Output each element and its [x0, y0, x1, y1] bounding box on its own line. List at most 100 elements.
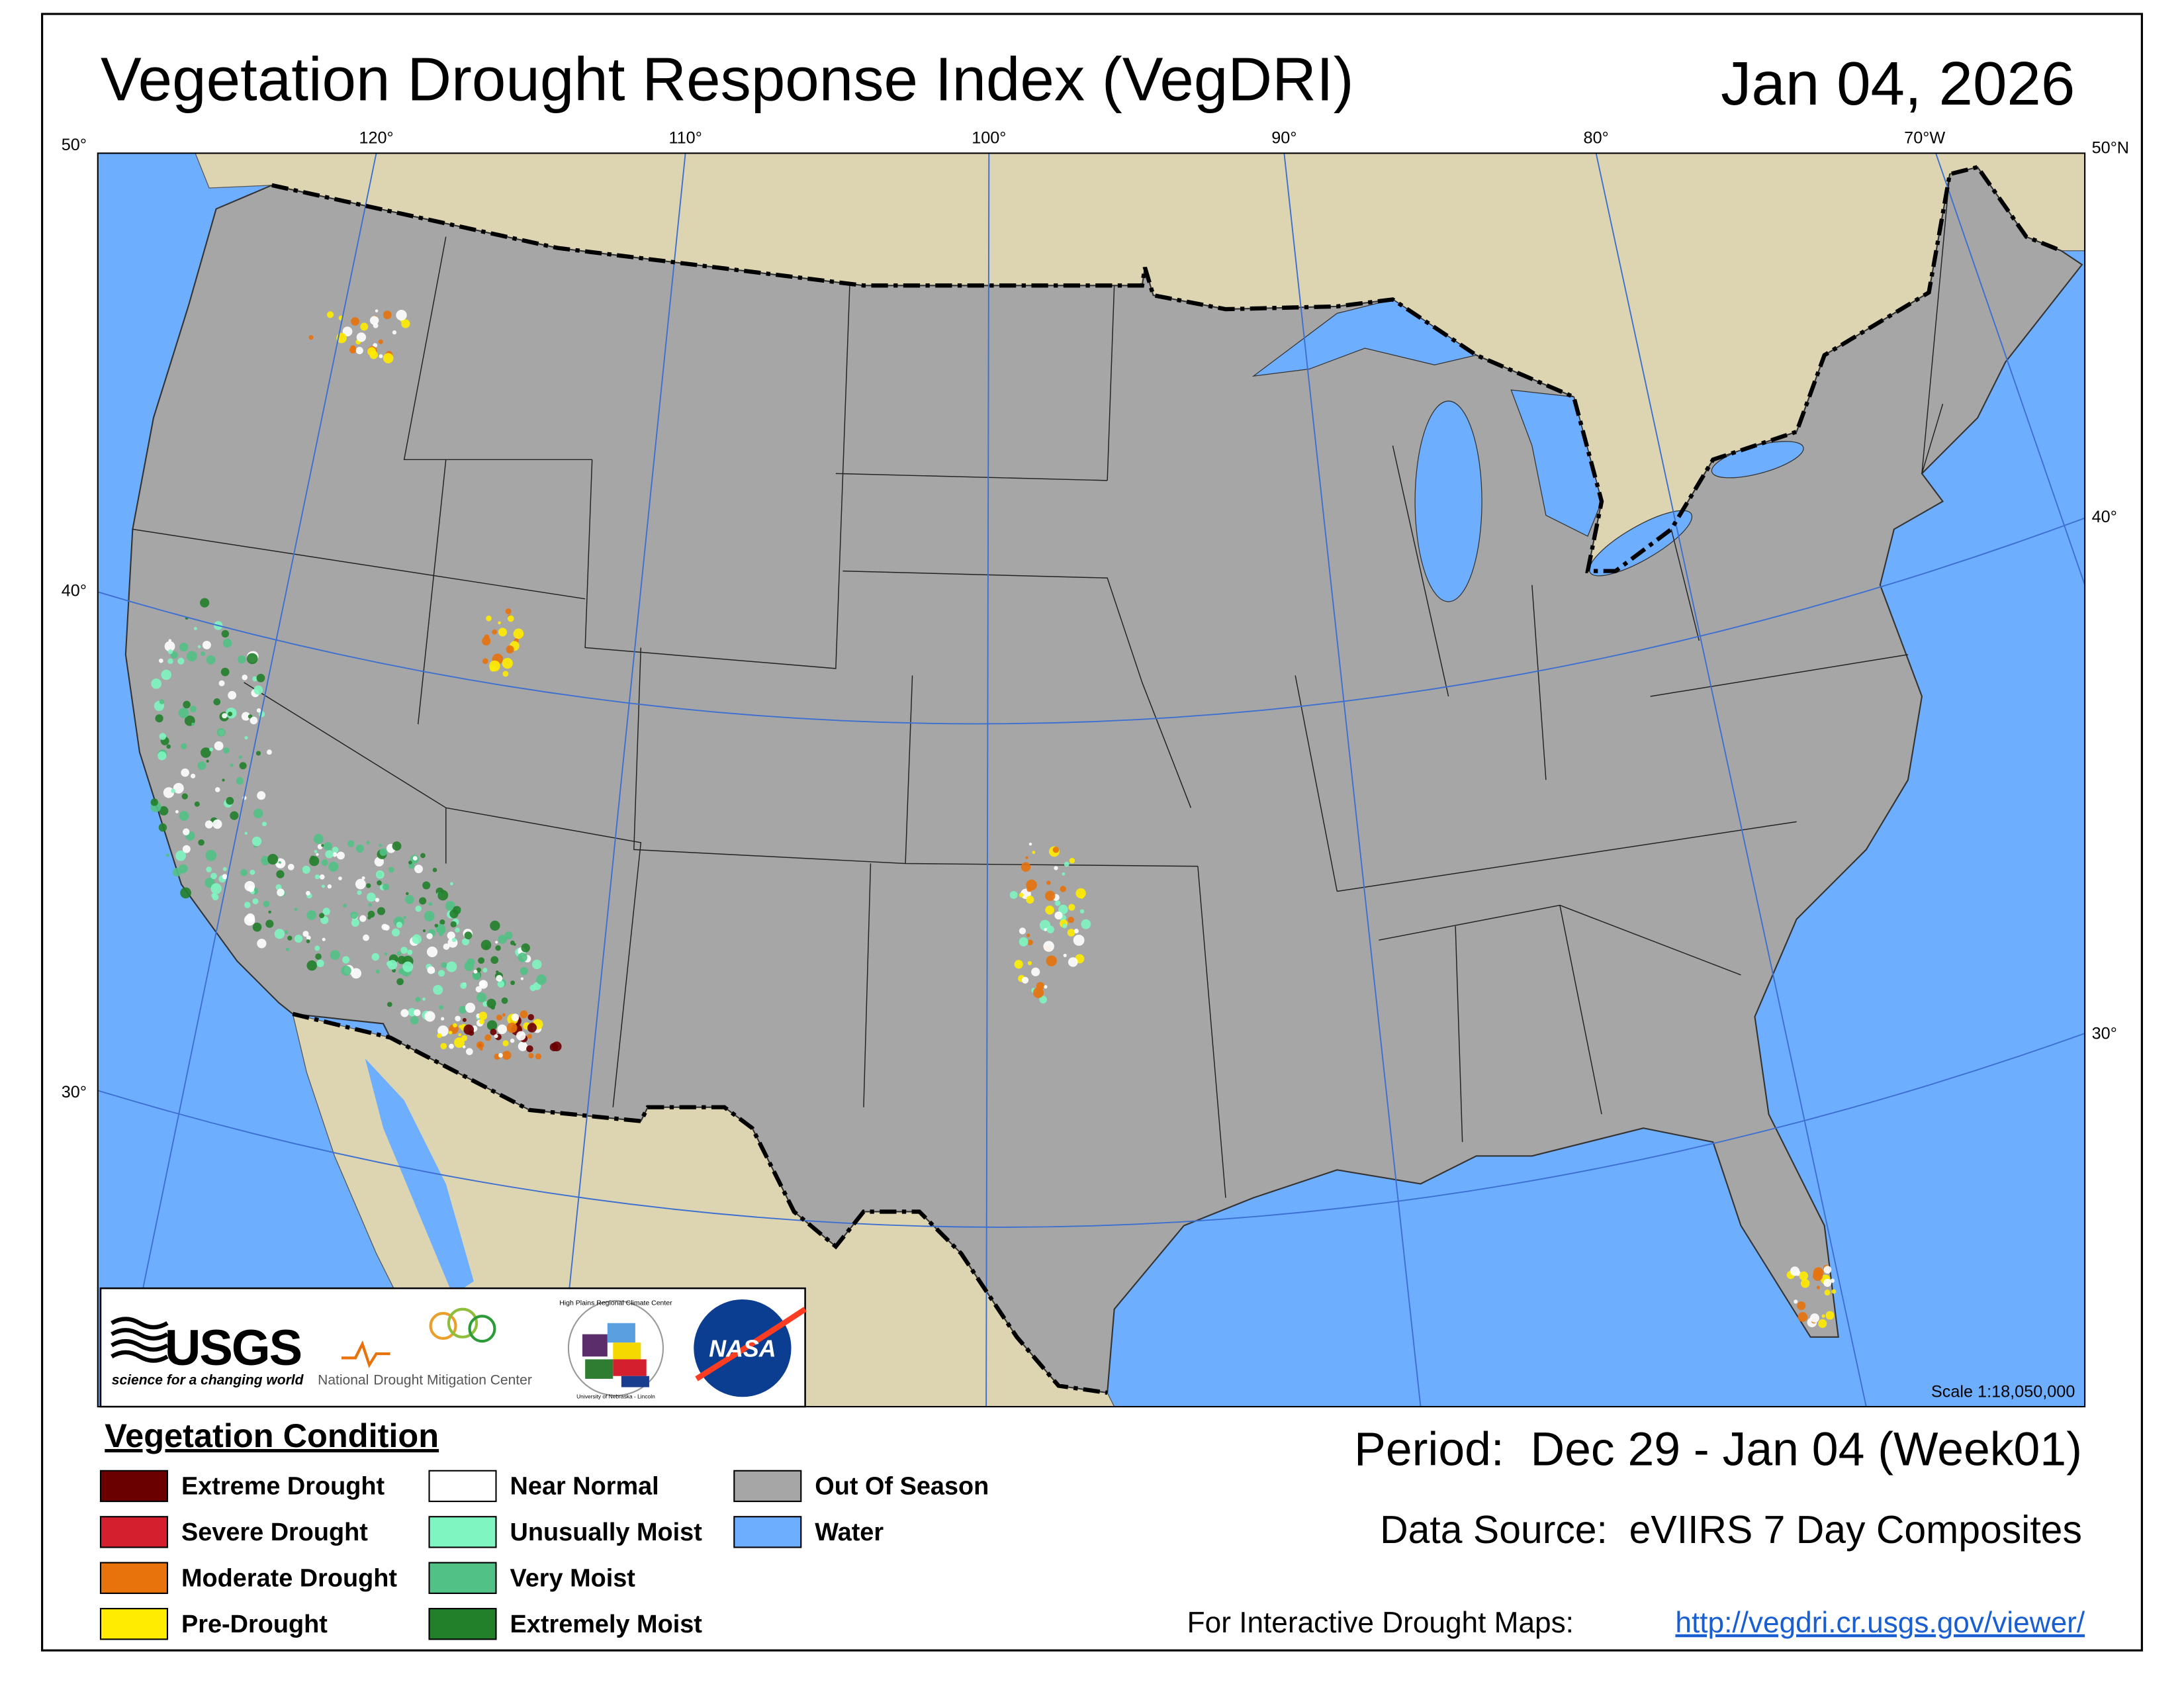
vegetation-patch	[194, 801, 200, 807]
vegetation-patch	[341, 965, 351, 976]
vegetation-patch	[328, 861, 339, 872]
vegetation-patch	[383, 353, 394, 363]
vegetation-patch	[504, 931, 513, 940]
vegetation-patch	[494, 1034, 498, 1039]
vegetation-patch	[1060, 886, 1067, 892]
vegetation-patch	[428, 902, 433, 906]
vegetation-patch	[177, 657, 185, 665]
vegetation-patch	[462, 1045, 466, 1049]
vegetation-patch	[1027, 939, 1033, 945]
vegetation-patch	[367, 892, 376, 902]
vegetation-patch	[441, 962, 447, 968]
vegetation-patch	[308, 335, 314, 340]
vegetation-patch	[251, 836, 262, 847]
vegetation-patch	[285, 930, 289, 934]
vegetation-patch	[1019, 927, 1026, 935]
vegetation-patch	[511, 1013, 520, 1021]
vegetation-patch	[484, 634, 490, 640]
gulf-of-california	[365, 1058, 474, 1295]
vegetation-patch	[327, 884, 332, 889]
vegetation-patch	[495, 945, 501, 951]
vegetation-patch	[287, 935, 293, 941]
vegetation-patch	[415, 905, 422, 912]
vegetation-patch	[502, 657, 513, 669]
longitude-label: 80°	[1584, 129, 1609, 148]
usgs-logo: USGS science for a changing world	[111, 1317, 304, 1387]
vegetation-patch	[424, 911, 435, 921]
vegetation-patch	[250, 869, 255, 875]
vegetation-patch	[1821, 1314, 1825, 1318]
vegetation-patch	[256, 708, 261, 713]
latitude-label: 30°	[62, 1083, 87, 1102]
vegetation-patch	[197, 645, 201, 649]
vegetation-patch	[306, 935, 311, 940]
vegetation-patch	[424, 1011, 435, 1022]
vegetation-patch	[211, 893, 216, 898]
vegetation-patch	[319, 874, 325, 880]
vegetation-patch	[379, 848, 387, 856]
vegetation-patch	[239, 762, 247, 770]
vegetation-patch	[1046, 925, 1054, 933]
vegetation-patch	[1810, 1313, 1819, 1323]
vegetation-patch	[396, 921, 402, 928]
vegetation-patch	[222, 638, 232, 648]
vegetation-patch	[422, 929, 426, 933]
vegetation-patch	[396, 951, 402, 956]
vegetation-patch	[306, 960, 318, 971]
vegetation-patch	[285, 947, 290, 951]
lake-michigan	[1414, 400, 1482, 602]
legend-label: Near Normal	[510, 1473, 659, 1501]
legend-label: Unusually Moist	[510, 1519, 703, 1546]
vegetation-patch	[422, 998, 426, 1001]
vegetation-patch	[332, 847, 339, 853]
vegetation-patch	[180, 887, 191, 899]
vegetation-patch	[402, 961, 414, 972]
vegetation-patch	[375, 969, 380, 974]
vegetation-patch	[379, 354, 383, 359]
vegetation-patch	[439, 1005, 443, 1010]
vegetation-patch	[492, 629, 497, 635]
vegetation-patch	[178, 708, 189, 718]
vegetation-patch	[325, 850, 334, 859]
vegetation-patch	[1014, 960, 1023, 969]
usgs-wordmark: USGS	[165, 1320, 301, 1376]
vegetation-patch	[1032, 987, 1044, 998]
vegetation-patch	[1046, 880, 1051, 885]
vegetation-patch	[531, 959, 542, 970]
vegetation-patch	[490, 920, 500, 931]
vegetation-patch	[391, 928, 400, 937]
vegetation-patch	[314, 850, 318, 853]
vegetation-patch	[527, 1023, 537, 1033]
lake-erie	[1588, 510, 1693, 577]
nasa-logo: NASA	[694, 1299, 807, 1397]
vegetation-patch	[355, 844, 365, 853]
vegetation-patch	[1031, 967, 1040, 976]
vegetation-patch	[518, 952, 527, 962]
vegetation-patch	[1068, 957, 1078, 967]
vegetation-patch	[513, 628, 524, 639]
vegetation-patch	[400, 947, 408, 954]
vegetation-patch	[213, 698, 221, 706]
map	[97, 153, 2085, 1407]
vegetation-patch	[238, 755, 242, 759]
vegetation-patch	[502, 671, 509, 677]
vegetation-patch	[244, 735, 248, 740]
vegetation-patch	[267, 749, 272, 755]
vegetation-patch	[443, 943, 450, 950]
vegetation-patch	[165, 853, 170, 857]
legend-swatch	[733, 1470, 802, 1503]
vegetation-patch	[240, 868, 248, 876]
vegetation-patch	[441, 1017, 445, 1021]
vegetation-patch	[1067, 929, 1075, 937]
graticule-labels: 120° 110° 100° 90° 80° 70°W 50° 40° 30° 50°N 40° 30…	[62, 129, 2129, 1102]
vegetation-patch	[1075, 888, 1086, 899]
vegetation-patch	[410, 1016, 419, 1025]
viewer-link[interactable]: http://vegdri.cr.usgs.gov/viewer/	[1675, 1607, 2085, 1639]
vegetation-patch	[151, 678, 162, 689]
vegetation-patch	[322, 884, 325, 888]
vegetation-patch	[482, 968, 488, 973]
vegetation-patch	[242, 675, 248, 680]
ndmc-tree	[468, 1315, 496, 1343]
vegetation-patch	[1823, 1266, 1832, 1274]
vegetation-patch	[206, 655, 216, 665]
